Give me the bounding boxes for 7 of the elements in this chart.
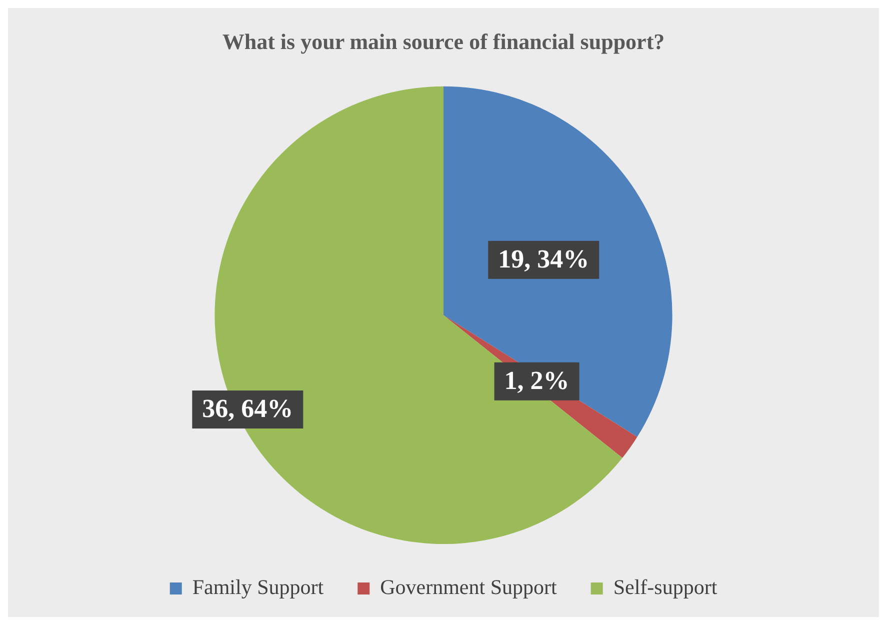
legend-label: Self-support [613, 575, 718, 600]
data-label: 1, 2% [504, 366, 570, 396]
legend-label: Family Support [192, 575, 324, 600]
data-label: 19, 34% [498, 244, 590, 274]
legend-label: Government Support [380, 575, 557, 600]
chart-title: What is your main source of financial support? [222, 28, 665, 54]
data-label: 36, 64% [202, 394, 294, 424]
